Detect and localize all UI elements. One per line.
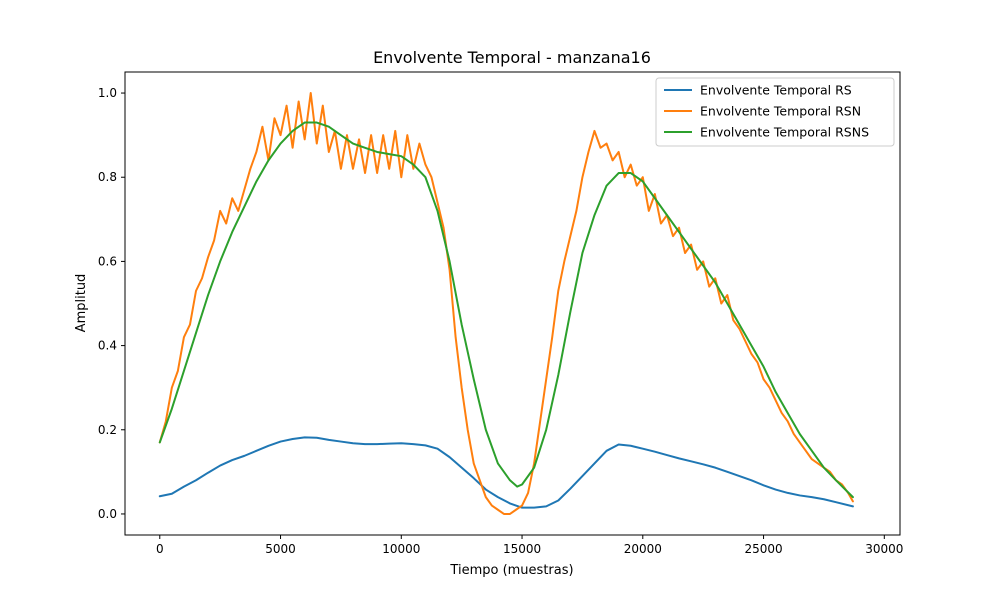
legend: Envolvente Temporal RS Envolvente Tempora… (655, 77, 895, 147)
legend-box (655, 77, 895, 147)
chart-title: Envolvente Temporal - manzana16 (373, 48, 651, 67)
axes-layer: 0 5000 10000 15000 20000 25000 30000 0.0 0.2 0.4 0… (98, 71, 903, 556)
x-tick-label: 25000 (744, 542, 782, 556)
series-line-1 (158, 436, 854, 509)
x-tick-label: 5000 (265, 542, 296, 556)
y-tick-label: 0.8 (98, 170, 117, 184)
x-tick-label: 10000 (382, 542, 420, 556)
plot-frame (124, 71, 901, 536)
series-line-2 (158, 92, 854, 515)
legend-label-3: Envolvente Temporal RSNS (700, 125, 869, 140)
x-tick-label: 15000 (503, 542, 541, 556)
y-tick-label: 0.2 (98, 423, 117, 437)
y-tick-label: 0.4 (98, 339, 117, 353)
y-tick-label: 0.0 (98, 507, 117, 521)
legend-label-1: Envolvente Temporal RS (700, 83, 852, 98)
y-tick-label: 0.6 (98, 254, 117, 268)
x-tick-label: 0 (156, 542, 164, 556)
y-tick-label: 1.0 (98, 86, 117, 100)
series-layer (158, 92, 854, 515)
y-axis-label: Amplitud (74, 274, 89, 333)
x-tick-label: 30000 (865, 542, 903, 556)
x-axis-label: Tiempo (muestras) (449, 563, 573, 578)
legend-label-2: Envolvente Temporal RSN (700, 104, 861, 119)
x-tick-label: 20000 (624, 542, 662, 556)
series-line-3 (158, 121, 854, 499)
